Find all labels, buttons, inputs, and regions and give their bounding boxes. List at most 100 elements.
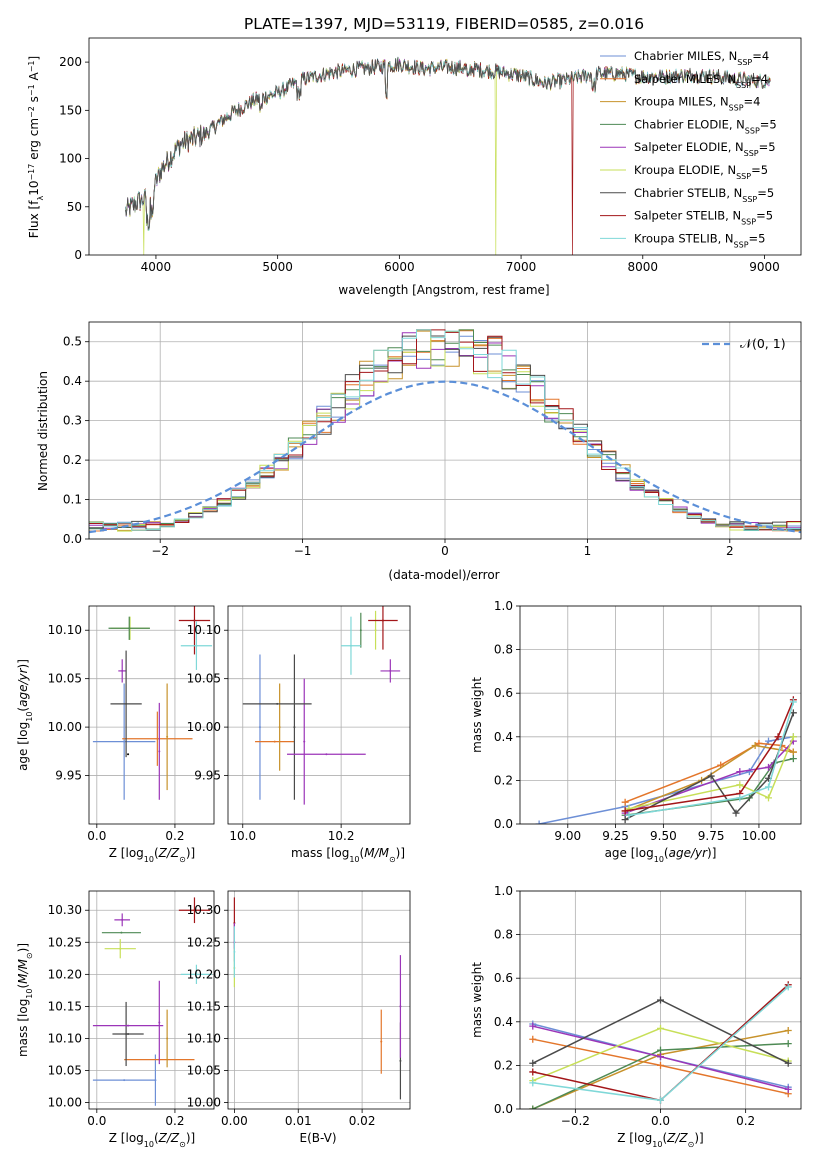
weight-marker [529,1105,537,1109]
axes-frame [519,890,802,1110]
chart-mass-vs-ebv: 0.00 0.01 0.02 10.00 10.05 10.10 10.15 10.20 10.… [187,890,411,1145]
weight-marker [784,1085,792,1093]
weight-marker [784,1040,792,1048]
x-tick-label: 10.0 [229,829,256,843]
x-tick-label: 9.50 [650,829,677,843]
plot-area [125,56,771,255]
y-tick-label: 10.05 [187,672,221,686]
data-point [278,726,281,729]
chart-spectrum: 4000 5000 6000 7000 8000 9000 0 50 100 150 200 wave… [27,37,802,297]
data-point [154,1079,157,1082]
y-axis-label: mass weight [470,962,484,1038]
legend-entry: Salpeter STELIB, NSSP=5 [634,209,773,227]
x-tick-label: −0.2 [561,1114,590,1128]
x-axis-label: mass [log10(M/M⊙)] [291,846,405,864]
y-tick-label: 10.00 [48,1096,82,1110]
x-axis-label: Z [log10(Z/Z⊙)] [617,1131,703,1149]
data-point [156,737,159,740]
y-axis-label: Normed distribution [36,371,50,491]
data-point [128,627,131,630]
x-tick-label: 9000 [749,260,780,274]
data-point [193,619,196,622]
normal-curve [89,380,801,534]
axes-frame [519,605,802,825]
weight-series-line [624,740,794,814]
x-tick-label: 7000 [506,260,537,274]
x-axis-label: E(B-V) [299,1131,336,1145]
axes-frame [227,605,411,825]
weight-marker [657,1053,664,1061]
y-tick-label: 0.6 [494,686,513,700]
legend-entry: Salpeter ELODIE, NSSP=5 [634,140,776,158]
weight-marker [529,1059,537,1067]
weight-marker [765,783,773,791]
weight-marker [657,1046,664,1054]
y-tick-label: 50 [67,200,82,214]
legend-entry: Kroupa STELIB, NSSP=5 [634,231,765,249]
data-point [125,702,128,705]
weight-marker [657,1024,664,1032]
y-tick-label: 10.30 [187,903,221,917]
x-tick-label: 6000 [384,260,415,274]
y-tick-label: 1.0 [494,599,513,613]
legend-entry: Chabrier MILES, NSSP=4 [634,49,769,67]
data-point [381,619,384,622]
y-tick-label: 10.05 [187,1064,221,1078]
weight-marker [784,1027,792,1035]
legend: 𝒩(0, 1) [702,336,786,351]
y-tick-label: 0.8 [494,643,513,657]
y-tick-label: 0.0 [494,817,513,831]
histogram-series [89,329,801,539]
x-tick-label: 5000 [262,260,293,274]
y-tick-label: 0.4 [494,730,513,744]
weight-marker [774,733,782,741]
spectrum-line-salpeter-stelib [125,59,771,255]
weight-marker [529,1022,537,1030]
weight-marker [765,794,773,802]
weight-series-line [628,701,795,817]
y-tick-label: 10.10 [48,623,82,637]
y-tick-label: 10.00 [187,720,221,734]
x-tick-label: 0.0 [651,1114,670,1128]
weight-marker [625,805,633,813]
x-axis-label: Z [log10(Z/Z⊙)] [109,846,195,864]
weight-marker [784,983,792,991]
y-tick-label: 10.25 [187,935,221,949]
data-point [258,726,261,729]
x-tick-label: 0.0 [87,829,106,843]
weight-marker [736,794,744,802]
weight-marker [621,798,629,806]
data-point [127,753,130,756]
y-tick-label: 0.6 [494,971,513,985]
y-tick-label: 10.30 [48,903,82,917]
y-tick-label: 0.2 [494,1058,513,1072]
weight-marker [621,807,629,815]
plot-area [92,606,213,800]
plot-area [242,606,401,805]
x-axis-label: wavelength [Angstrom, rest frame] [338,283,549,297]
data-point [359,629,362,632]
data-point [127,1024,130,1027]
data-point [399,1059,402,1062]
axes-frame [88,605,215,825]
data-point [119,947,122,950]
data-point [123,740,126,743]
y-tick-label: 0.3 [63,414,82,428]
weight-marker [736,768,744,776]
x-axis-label: Z [log10(Z/Z⊙)] [109,1131,195,1149]
data-point [349,644,352,647]
y-tick-label: 10.25 [48,935,82,949]
y-axis-label: mass weight [470,677,484,753]
x-tick-label: −2 [151,544,169,558]
x-tick-label: 9.75 [698,829,725,843]
chart-age-vs-mass: 10.0 10.2 9.95 10.00 10.05 10.10 mass [log10(M… [187,605,411,864]
x-tick-label: 8000 [628,260,659,274]
data-point [123,1079,126,1082]
y-tick-label: 10.10 [187,1031,221,1045]
weight-marker [789,709,797,717]
weight-marker [751,742,759,750]
y-tick-label: 0.4 [494,1015,513,1029]
y-tick-label: 10.10 [48,1031,82,1045]
y-tick-label: 10.15 [48,999,82,1013]
